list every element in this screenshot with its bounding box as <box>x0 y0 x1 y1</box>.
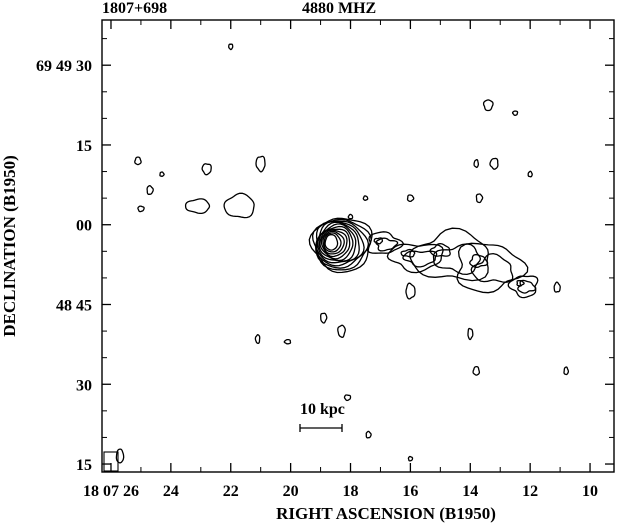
noise-contour <box>472 365 481 376</box>
noise-contour <box>511 110 519 116</box>
y-tick-label: 00 <box>76 218 92 235</box>
y-tick-label: 15 <box>76 457 92 474</box>
x-tick-label: 24 <box>163 483 179 500</box>
noise-contour <box>553 281 561 293</box>
x-tick-label: 12 <box>522 483 538 500</box>
core-contour <box>318 225 354 262</box>
core-contour <box>315 220 370 269</box>
noise-contour <box>337 324 346 338</box>
jet-contour-knot <box>429 242 451 257</box>
noise-contour <box>489 157 499 170</box>
y-tick-label: 30 <box>76 377 92 394</box>
noise-contour <box>347 213 354 220</box>
core-contour <box>311 218 372 271</box>
y-tick-label: 48 45 <box>56 297 92 314</box>
noise-contour <box>255 155 266 173</box>
noise-contour <box>473 159 480 169</box>
noise-contour <box>134 156 142 166</box>
jet-contour <box>409 227 489 282</box>
scale-bar: 10 kpc <box>299 401 345 432</box>
jet-contour <box>507 275 539 299</box>
noise-contour <box>146 185 154 195</box>
scale-bar-label: 10 kpc <box>300 401 345 418</box>
noise-contour <box>223 192 255 219</box>
jet-contour-knot <box>469 254 489 269</box>
noise-contour <box>320 312 328 324</box>
x-tick-label: 20 <box>283 483 299 500</box>
x-tick-label: 10 <box>582 483 598 500</box>
core-contour <box>319 228 351 260</box>
noise-contour <box>405 282 416 300</box>
noise-contour <box>228 43 234 51</box>
jet-contour-knot <box>400 248 416 258</box>
y-tick-label: 69 49 30 <box>36 58 92 75</box>
noise-contour <box>406 194 415 203</box>
noise-contour <box>283 338 292 345</box>
jet-contour-inner <box>402 250 438 268</box>
noise-contour <box>254 333 261 344</box>
jet-contour-inner <box>470 252 514 283</box>
jet-contour <box>456 242 529 294</box>
x-tick-label: 18 07 26 <box>83 483 139 500</box>
jet-contour-knot <box>516 279 525 287</box>
jet-contour-knot <box>373 237 384 245</box>
x-tick-label: 22 <box>223 483 239 500</box>
source-name: 1807+698 <box>102 0 167 17</box>
plot-frame <box>101 19 615 473</box>
jet-contour-inner <box>517 279 537 294</box>
noise-contour <box>475 193 484 204</box>
jet-contour-inner <box>375 237 399 252</box>
noise-contour <box>137 205 145 213</box>
noise-contour <box>563 366 570 376</box>
y-axis-label: DECLINATION (B1950) <box>0 155 19 337</box>
noise-contour <box>407 455 414 462</box>
frequency-label: 4880 MHZ <box>302 0 376 17</box>
noise-contour <box>527 170 533 178</box>
noise-contour <box>362 195 369 201</box>
noise-contour <box>467 327 474 341</box>
axis-ticks <box>102 20 614 472</box>
core-contour <box>324 233 339 251</box>
noise-contour <box>343 394 352 402</box>
noise-contour <box>184 198 211 215</box>
core-contour <box>320 229 348 258</box>
jet-contour <box>386 243 444 274</box>
x-tick-labels: 18 07 26 24 22 20 18 16 14 12 10 <box>83 483 598 500</box>
core-contour <box>323 232 342 253</box>
core-contour <box>308 217 373 274</box>
x-axis-label: RIGHT ASCENSION (B1950) <box>276 504 496 523</box>
noise-contour <box>482 99 494 112</box>
noise-contour <box>365 430 372 439</box>
x-tick-label: 14 <box>462 483 478 500</box>
beam-box <box>103 451 119 472</box>
jet-contour <box>366 231 404 254</box>
y-tick-labels: 69 49 30 15 00 48 45 30 15 <box>36 58 92 474</box>
contour-lines <box>115 43 570 464</box>
x-tick-label: 18 <box>343 483 359 500</box>
noise-contour <box>201 163 212 176</box>
y-tick-label: 15 <box>76 138 92 155</box>
x-tick-label: 16 <box>402 483 418 500</box>
beam-ellipse <box>115 448 125 464</box>
core-contour <box>322 230 345 255</box>
noise-contour <box>159 171 165 177</box>
